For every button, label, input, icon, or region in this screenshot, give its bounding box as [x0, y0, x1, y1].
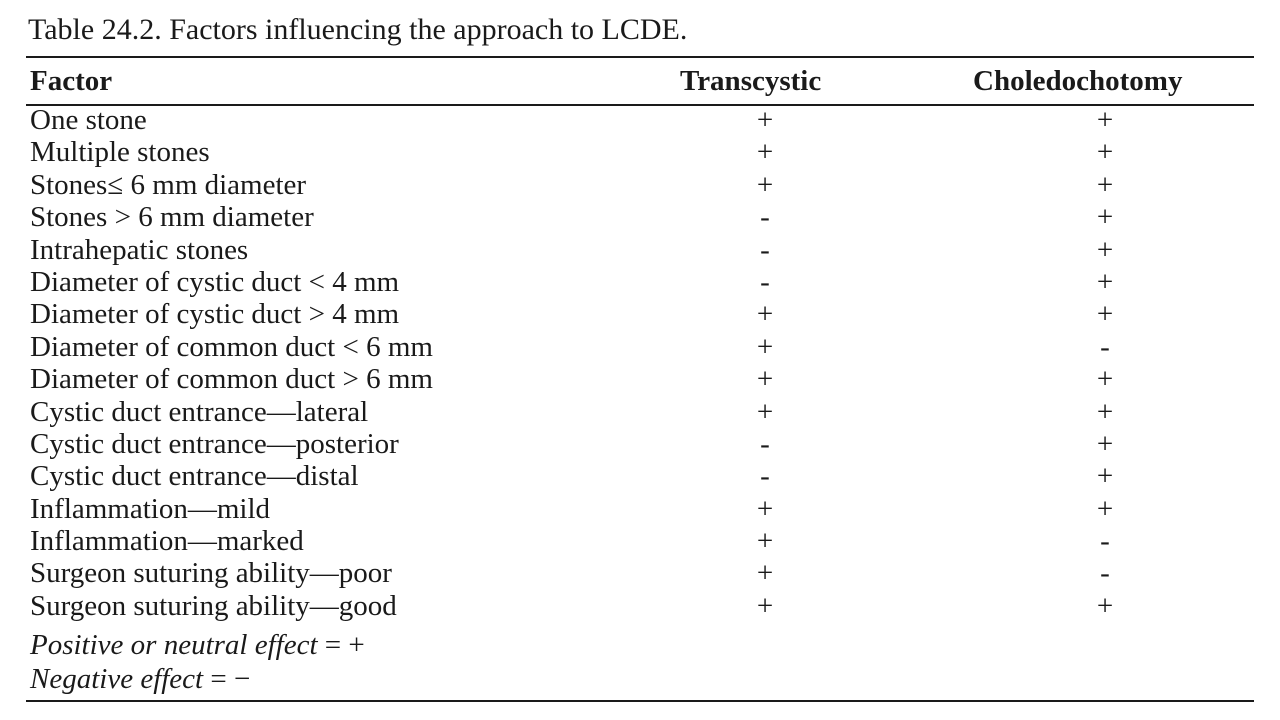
- choledochotomy-cell: +: [1096, 460, 1114, 493]
- choledochotomy-cell: -: [1100, 525, 1110, 558]
- transcystic-cell: +: [756, 330, 774, 363]
- factor-cell: Cystic duct entrance—distal: [30, 460, 359, 493]
- choledochotomy-cell: +: [1096, 589, 1114, 622]
- transcystic-cell: +: [756, 525, 774, 558]
- table-row: Surgeon suturing ability—good + +: [0, 590, 1280, 622]
- table-row: Stones≤ 6 mm diameter + +: [0, 169, 1280, 201]
- transcystic-cell: -: [760, 233, 770, 266]
- transcystic-cell: -: [760, 427, 770, 460]
- table-row: Cystic duct entrance—distal - +: [0, 460, 1280, 492]
- factor-cell: Inflammation—marked: [30, 525, 304, 558]
- factor-cell: Intrahepatic stones: [30, 233, 249, 266]
- table-caption: Table 24.2. Factors influencing the appr…: [28, 13, 688, 46]
- factor-cell: Diameter of cystic duct < 4 mm: [30, 265, 400, 298]
- table-row: Cystic duct entrance—lateral + +: [0, 396, 1280, 428]
- transcystic-cell: +: [756, 104, 774, 136]
- factor-cell: Multiple stones: [30, 136, 210, 169]
- transcystic-cell: +: [756, 589, 774, 622]
- choledochotomy-cell: +: [1096, 395, 1114, 428]
- factor-cell: Surgeon suturing ability—poor: [30, 557, 392, 590]
- note-negative: Negative effect = −: [30, 662, 365, 696]
- choledochotomy-cell: +: [1096, 136, 1114, 169]
- transcystic-cell: +: [756, 298, 774, 331]
- factor-cell: Inflammation—mild: [30, 492, 271, 525]
- table-footnotes: Positive or neutral effect = + Negative …: [30, 628, 365, 696]
- choledochotomy-cell: +: [1096, 492, 1114, 525]
- note-positive-symbol: = +: [317, 629, 365, 661]
- transcystic-cell: +: [756, 363, 774, 396]
- header-transcystic: Transcystic: [680, 65, 822, 97]
- factor-cell: Diameter of cystic duct > 4 mm: [30, 298, 400, 331]
- factor-cell: Diameter of common duct > 6 mm: [30, 363, 433, 396]
- choledochotomy-cell: +: [1096, 201, 1114, 234]
- table-body: One stone + + Multiple stones + + Stones…: [0, 104, 1280, 622]
- table-header-rule: [26, 104, 1254, 106]
- factor-cell: Stones≤ 6 mm diameter: [30, 168, 307, 201]
- note-negative-symbol: = −: [203, 663, 251, 695]
- choledochotomy-cell: +: [1096, 265, 1114, 298]
- factor-cell: Diameter of common duct < 6 mm: [30, 330, 433, 363]
- transcystic-cell: +: [756, 557, 774, 590]
- table-row: Inflammation—marked + -: [0, 525, 1280, 557]
- table-row: One stone + +: [0, 104, 1280, 136]
- choledochotomy-cell: +: [1096, 168, 1114, 201]
- transcystic-cell: +: [756, 492, 774, 525]
- transcystic-cell: -: [760, 265, 770, 298]
- choledochotomy-cell: +: [1096, 298, 1114, 331]
- table-bottom-rule: [26, 700, 1254, 702]
- table-row: Intrahepatic stones - +: [0, 234, 1280, 266]
- choledochotomy-cell: +: [1096, 363, 1114, 396]
- transcystic-cell: -: [760, 201, 770, 234]
- table-row: Diameter of cystic duct < 4 mm - +: [0, 266, 1280, 298]
- table-row: Multiple stones + +: [0, 136, 1280, 168]
- table-row: Surgeon suturing ability—poor + -: [0, 557, 1280, 589]
- note-negative-text: Negative effect: [30, 663, 204, 695]
- choledochotomy-cell: +: [1096, 427, 1114, 460]
- table-row: Diameter of common duct < 6 mm + -: [0, 331, 1280, 363]
- table-row: Stones > 6 mm diameter - +: [0, 201, 1280, 233]
- choledochotomy-cell: -: [1100, 330, 1110, 363]
- transcystic-cell: -: [760, 460, 770, 493]
- factor-cell: Surgeon suturing ability—good: [30, 589, 397, 622]
- table-top-rule: [26, 56, 1254, 58]
- factor-cell: Cystic duct entrance—lateral: [30, 395, 369, 428]
- table-row: Inflammation—mild + +: [0, 493, 1280, 525]
- table-header: Factor Transcystic Choledochotomy: [0, 60, 1280, 102]
- note-positive-text: Positive or neutral effect: [30, 629, 318, 661]
- choledochotomy-cell: +: [1096, 233, 1114, 266]
- transcystic-cell: +: [756, 395, 774, 428]
- header-choledochotomy: Choledochotomy: [973, 65, 1183, 97]
- table-row: Diameter of cystic duct > 4 mm + +: [0, 298, 1280, 330]
- table-row: Cystic duct entrance—posterior - +: [0, 428, 1280, 460]
- factor-cell: Cystic duct entrance—posterior: [30, 427, 399, 460]
- transcystic-cell: +: [756, 136, 774, 169]
- choledochotomy-cell: +: [1096, 104, 1114, 136]
- choledochotomy-cell: -: [1100, 557, 1110, 590]
- transcystic-cell: +: [756, 168, 774, 201]
- table-row: Diameter of common duct > 6 mm + +: [0, 363, 1280, 395]
- factor-cell: One stone: [30, 104, 147, 136]
- factor-cell: Stones > 6 mm diameter: [30, 201, 314, 234]
- note-positive: Positive or neutral effect = +: [30, 628, 365, 662]
- header-factor: Factor: [30, 65, 113, 97]
